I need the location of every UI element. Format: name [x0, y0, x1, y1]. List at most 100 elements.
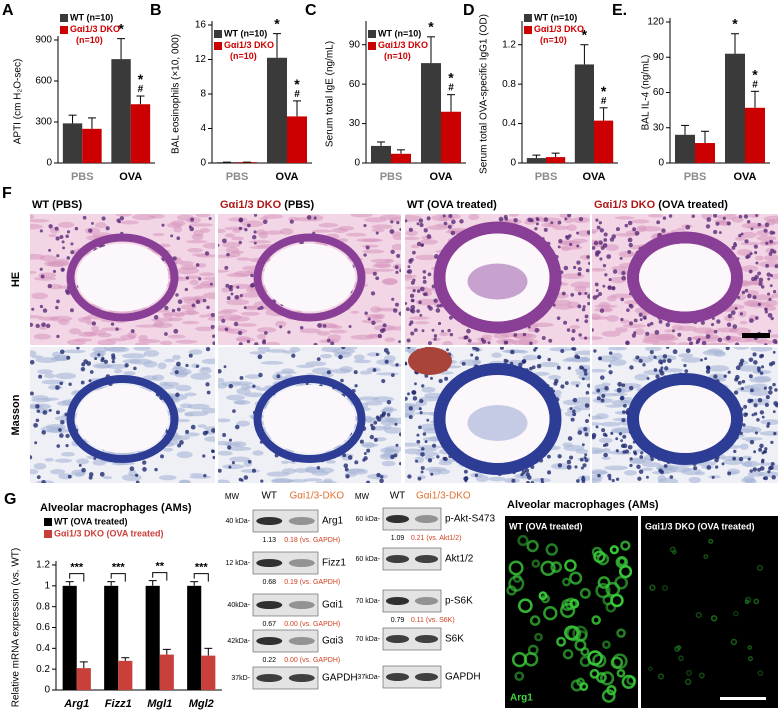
tissue-strand — [570, 381, 581, 386]
nucleus — [640, 451, 644, 455]
nucleus — [616, 387, 622, 393]
tissue-strand — [481, 334, 493, 339]
nucleus — [598, 357, 602, 361]
nucleus — [570, 293, 575, 297]
nucleus — [204, 251, 210, 256]
nucleus — [596, 294, 600, 298]
nucleus — [627, 444, 633, 450]
nucleus — [475, 347, 480, 352]
cell — [698, 672, 705, 679]
nucleus — [772, 250, 777, 254]
cell — [579, 682, 589, 691]
tissue-strand — [218, 378, 225, 383]
tissue-strand — [741, 460, 760, 468]
nucleus — [530, 481, 535, 483]
nucleus — [52, 269, 57, 273]
nucleus — [592, 246, 596, 250]
nucleus — [751, 413, 755, 417]
nucleus — [364, 311, 368, 315]
tissue-strand — [304, 466, 317, 474]
nucleus — [769, 230, 774, 235]
nucleus — [748, 374, 753, 379]
blot-strip — [382, 665, 442, 689]
nucleus — [354, 384, 358, 388]
nucleus — [55, 410, 60, 415]
nucleus — [535, 217, 539, 221]
nucleus — [632, 227, 637, 232]
tissue-strand — [236, 257, 251, 261]
tissue-strand — [566, 224, 577, 231]
tissue-strand — [121, 353, 146, 359]
nucleus — [382, 323, 387, 328]
nucleus — [751, 276, 756, 282]
nucleus — [410, 304, 416, 310]
tissue-strand — [592, 336, 603, 340]
tissue-strand — [30, 219, 50, 223]
blot-strip — [252, 551, 319, 575]
tissue-strand — [181, 320, 200, 325]
y-tick-label: 300 — [35, 117, 52, 128]
cell — [621, 674, 636, 689]
blot-strip — [382, 627, 442, 651]
tissue-strand — [275, 371, 297, 375]
nucleus — [696, 339, 700, 344]
nucleus — [61, 268, 65, 272]
nucleus — [537, 354, 542, 360]
tissue-strand — [735, 236, 746, 241]
legend-label: WT (n=10) — [224, 28, 267, 38]
nucleus — [535, 222, 539, 226]
cell — [620, 540, 631, 551]
nucleus — [184, 287, 188, 292]
nucleus — [526, 480, 530, 483]
nucleus — [513, 218, 518, 223]
nucleus — [464, 479, 468, 483]
tissue-strand — [566, 301, 580, 309]
airway-wall — [253, 233, 366, 322]
tissue-strand — [601, 330, 621, 337]
tissue-strand — [694, 471, 706, 476]
tissue-strand — [552, 225, 570, 230]
legend-swatch — [524, 26, 532, 34]
nucleus — [726, 322, 732, 327]
bar — [62, 123, 83, 163]
nucleus — [662, 354, 668, 359]
nucleus — [396, 253, 401, 258]
nucleus — [373, 437, 378, 442]
nucleus — [347, 455, 353, 460]
nucleus — [316, 465, 321, 470]
nucleus — [253, 241, 257, 245]
legend-swatch — [60, 26, 68, 34]
tissue-strand — [741, 477, 756, 483]
tissue-strand — [603, 307, 613, 313]
nucleus — [668, 214, 673, 218]
nucleus — [567, 214, 572, 218]
nucleus — [101, 216, 106, 221]
nucleus — [218, 369, 222, 374]
chart-title: Alveolar macrophages (AMs) — [40, 502, 192, 514]
tissue-strand — [97, 333, 112, 338]
mw-marker: 37kDa- — [357, 674, 380, 681]
tissue-strand — [232, 228, 241, 234]
nucleus — [124, 363, 129, 368]
tissue-strand — [318, 467, 334, 474]
nucleus — [738, 233, 742, 238]
nucleus — [560, 384, 565, 389]
panel-letter: G — [4, 491, 16, 508]
bar — [130, 104, 151, 163]
strain: Gαi1/3 DKO — [594, 199, 656, 211]
nucleus — [658, 368, 663, 373]
cell — [569, 571, 583, 585]
nucleus — [755, 316, 759, 320]
nucleus — [41, 322, 46, 327]
tissue-strand — [391, 243, 401, 251]
nucleus — [534, 227, 538, 231]
tissue-strand — [228, 315, 250, 322]
airway-lumen — [263, 385, 356, 453]
nucleus — [470, 353, 474, 357]
tissue-strand — [60, 451, 75, 457]
nucleus — [768, 297, 772, 301]
micrograph — [30, 347, 215, 483]
nucleus — [684, 369, 689, 374]
nucleus — [420, 465, 425, 471]
nucleus — [82, 215, 87, 220]
